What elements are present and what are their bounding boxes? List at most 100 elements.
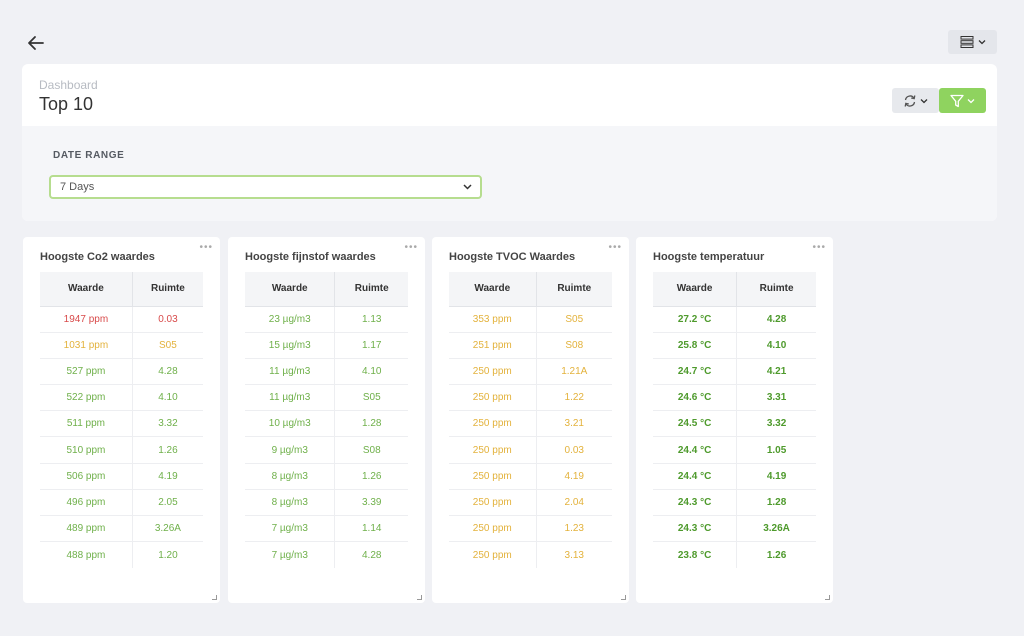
column-header-ruimte[interactable]: Ruimte	[536, 272, 612, 307]
ellipsis-icon[interactable]: •••	[608, 242, 622, 253]
cell-ruimte: 4.10	[334, 358, 408, 386]
table-row: 25.8 °C 4.10	[653, 332, 816, 359]
column-header-waarde[interactable]: Waarde	[40, 272, 133, 307]
breadcrumb[interactable]: Dashboard	[39, 78, 98, 92]
table-row: 510 ppm 1.26	[40, 436, 203, 464]
resize-handle[interactable]	[212, 595, 217, 600]
back-button[interactable]	[26, 33, 46, 53]
cell-ruimte: S08	[334, 436, 408, 464]
chevron-down-icon	[978, 40, 985, 45]
cell-waarde: 23 µg/m3	[245, 306, 336, 333]
date-range-select[interactable]: 7 Days	[49, 175, 482, 199]
cell-waarde: 250 ppm	[449, 541, 537, 568]
table-row: 1947 ppm 0.03	[40, 306, 203, 333]
table-row: 9 µg/m3 S08	[245, 436, 408, 464]
cell-waarde: 7 µg/m3	[245, 541, 336, 568]
top-table: Waarde Ruimte 27.2 °C 4.28 25.8 °C 4.10 24.7…	[653, 272, 816, 568]
cell-ruimte: 2.05	[132, 489, 203, 517]
refresh-icon	[904, 94, 916, 107]
table-row: 511 ppm 3.32	[40, 410, 203, 438]
cell-ruimte: 4.19	[132, 463, 203, 490]
cell-waarde: 10 µg/m3	[245, 410, 336, 438]
cell-ruimte: 3.39	[334, 489, 408, 517]
cell-ruimte: 0.03	[536, 436, 612, 464]
cell-ruimte: 1.26	[766, 549, 787, 561]
cell-ruimte: S05	[536, 306, 612, 333]
table-row: 250 ppm 3.13	[449, 541, 612, 568]
widget-tvoc: Hoogste TVOC Waardes ••• Waarde Ruimte 3…	[432, 237, 629, 603]
ellipsis-icon[interactable]: •••	[812, 242, 826, 253]
cell-ruimte: 0.03	[132, 306, 203, 333]
cell-ruimte: S08	[536, 332, 612, 359]
widget-title: Hoogste Co2 waardes	[40, 251, 155, 263]
widget-title: Hoogste TVOC Waardes	[449, 251, 576, 263]
column-header-waarde[interactable]: Waarde	[653, 272, 738, 307]
cell-ruimte: 3.26A	[132, 515, 203, 543]
filter-button[interactable]	[939, 88, 986, 113]
cell-waarde: 488 ppm	[40, 541, 133, 568]
cell-ruimte: 3.32	[132, 410, 203, 438]
cell-ruimte: 4.10	[736, 332, 816, 359]
cell-waarde: 522 ppm	[40, 384, 133, 412]
table-body: 27.2 °C 4.28 25.8 °C 4.10 24.7 °C 4.21 24.6 °C…	[653, 306, 816, 568]
cell-ruimte: 4.19	[536, 463, 612, 490]
cell-waarde: 496 ppm	[40, 489, 133, 517]
resize-handle[interactable]	[621, 595, 626, 600]
cell-waarde: 510 ppm	[40, 436, 133, 464]
cell-ruimte: 4.28	[362, 549, 382, 561]
column-header-waarde[interactable]: Waarde	[245, 272, 336, 307]
date-range-value: 7 Days	[60, 181, 95, 193]
cell-ruimte: 1.28	[334, 410, 408, 438]
table-row: 250 ppm 2.04	[449, 489, 612, 517]
cell-waarde: 353 ppm	[449, 306, 537, 333]
resize-handle[interactable]	[417, 595, 422, 600]
cell-ruimte: 4.19	[736, 463, 816, 490]
table-body: 23 µg/m3 1.13 15 µg/m3 1.17 11 µg/m3 4.10 11 µ…	[245, 306, 408, 568]
date-range-label: DATE RANGE	[53, 150, 125, 161]
table-row: 11 µg/m3 4.10	[245, 358, 408, 386]
stack-icon	[960, 36, 973, 48]
view-menu-button[interactable]	[948, 30, 997, 54]
dashboard-header: Dashboard Top 10 DATE RANGE 7 Days	[22, 64, 997, 221]
table-row: 488 ppm 1.20	[40, 541, 203, 568]
cell-waarde: 11 µg/m3	[245, 384, 336, 412]
cell-waarde: 9 µg/m3	[245, 436, 336, 464]
cell-ruimte: 2.04	[536, 489, 612, 517]
column-header-ruimte[interactable]: Ruimte	[132, 272, 203, 307]
widget-fijnstof: Hoogste fijnstof waardes ••• Waarde Ruim…	[228, 237, 425, 603]
arrow-left-icon	[28, 36, 44, 50]
cell-waarde: 1031 ppm	[40, 332, 133, 359]
column-header-waarde[interactable]: Waarde	[449, 272, 537, 307]
cell-waarde: 24.5 °C	[653, 410, 738, 438]
page-title: Top 10	[39, 94, 94, 114]
widget-co2: Hoogste Co2 waardes ••• Waarde Ruimte 19…	[23, 237, 220, 603]
cell-waarde: 11 µg/m3	[245, 358, 336, 386]
resize-handle[interactable]	[825, 595, 830, 600]
column-header-ruimte[interactable]: Ruimte	[334, 272, 408, 307]
column-header-ruimte[interactable]: Ruimte	[736, 272, 816, 307]
chevron-down-icon	[920, 98, 928, 103]
table-row: 23.8 °C 1.26	[653, 541, 816, 568]
table-row: 506 ppm 4.19	[40, 463, 203, 490]
cell-waarde: 27.2 °C	[653, 306, 738, 333]
cell-waarde: 506 ppm	[40, 463, 133, 490]
cell-ruimte: 3.32	[736, 410, 816, 438]
ellipsis-icon[interactable]: •••	[404, 242, 418, 253]
table-row: 250 ppm 0.03	[449, 436, 612, 464]
refresh-button[interactable]	[892, 88, 939, 113]
cell-ruimte: 1.13	[334, 306, 408, 333]
cell-ruimte: 1.28	[736, 489, 816, 517]
cell-ruimte: 1.26	[132, 436, 203, 464]
cell-waarde: 24.4 °C	[653, 436, 738, 464]
chevron-down-icon	[463, 184, 472, 190]
table-row: 522 ppm 4.10	[40, 384, 203, 412]
cell-waarde: 23.8 °C	[653, 541, 738, 568]
cell-ruimte: 1.26	[334, 463, 408, 490]
table-row: 23 µg/m3 1.13	[245, 306, 408, 333]
table-row: 8 µg/m3 3.39	[245, 489, 408, 517]
table-row: 250 ppm 4.19	[449, 463, 612, 490]
table-row: 251 ppm S08	[449, 332, 612, 359]
table-row: 8 µg/m3 1.26	[245, 463, 408, 490]
ellipsis-icon[interactable]: •••	[199, 242, 213, 253]
table-row: 24.6 °C 3.31	[653, 384, 816, 412]
